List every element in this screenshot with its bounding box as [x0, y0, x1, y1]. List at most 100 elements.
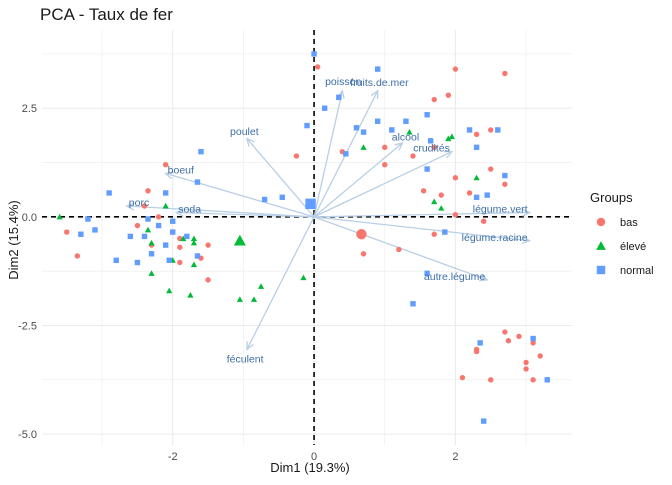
bas-point	[452, 211, 459, 218]
x-tick-label: -2	[168, 451, 178, 463]
élevé-point	[190, 239, 198, 246]
variable-arrowhead	[174, 208, 184, 217]
bas-point	[530, 377, 536, 383]
normal-point	[166, 257, 172, 264]
bas-point	[293, 153, 300, 159]
legend-title: Groups	[590, 190, 633, 205]
élevé-point	[300, 274, 307, 281]
bas-point	[420, 188, 427, 194]
variable-arrowhead	[164, 171, 174, 180]
bas-point	[438, 192, 444, 198]
normal-point	[279, 194, 285, 201]
normal-point	[424, 112, 430, 118]
y-axis-title: Dim2 (15.4%)	[6, 200, 21, 279]
variable-arrowhead	[394, 142, 404, 151]
normal-point	[321, 105, 328, 111]
bas-point	[523, 359, 529, 366]
variable-arrows	[125, 89, 532, 351]
normal-point	[113, 257, 119, 264]
variable-arrowhead	[125, 202, 135, 211]
legend-key-élevé	[596, 241, 606, 250]
normal-point	[410, 301, 416, 307]
x-tick-label: 0	[311, 451, 317, 463]
y-tick-label: -2.5	[18, 320, 37, 332]
variable-label: légume.vert	[473, 204, 528, 216]
élevé-point	[190, 261, 198, 268]
variable-arrow	[313, 216, 530, 242]
normal-point	[311, 51, 317, 57]
élevé-point	[257, 283, 265, 289]
variable-arrow	[176, 211, 315, 218]
bas-point	[452, 175, 459, 181]
élevé-point	[144, 226, 152, 233]
bas-point	[177, 259, 183, 266]
bas-point	[473, 346, 480, 353]
variable-arrowhead	[245, 137, 255, 147]
élevé-point	[360, 144, 367, 150]
élevé-point	[250, 296, 258, 302]
normal-point	[427, 138, 434, 144]
élevé-point	[148, 270, 155, 276]
bas-point	[360, 251, 367, 257]
variable-arrowhead	[479, 273, 489, 282]
bas-point	[523, 366, 529, 372]
bas-point	[452, 66, 459, 72]
normal-point	[403, 118, 409, 124]
variable-arrow	[314, 211, 530, 218]
élevé-point	[448, 133, 455, 139]
variable-label: alcool	[392, 132, 419, 144]
normal-point	[85, 216, 91, 222]
normal-point	[477, 340, 483, 346]
normal-point	[389, 127, 395, 133]
élevé-centroid	[233, 234, 246, 246]
normal-point	[184, 233, 190, 240]
normal-point	[194, 179, 201, 185]
normal-point	[162, 242, 169, 248]
bas-point	[177, 244, 183, 250]
bas-point	[516, 333, 522, 340]
élevé-point	[236, 296, 243, 302]
y-tick-label: 2.5	[22, 103, 37, 115]
variable-label: féculent	[227, 353, 264, 365]
normal-point	[530, 335, 536, 342]
variable-arrowhead	[370, 89, 379, 99]
bas-point	[480, 218, 487, 224]
élevé-point	[166, 287, 173, 294]
variable-arrow	[246, 216, 315, 350]
normal-point	[141, 233, 148, 240]
bas-point	[155, 214, 162, 220]
normal-point	[466, 127, 473, 133]
variable-label: boeuf	[168, 164, 194, 176]
variable-arrowhead	[246, 341, 254, 351]
bas-point	[410, 153, 416, 159]
variable-arrow	[313, 90, 343, 218]
variable-arrow	[246, 138, 315, 218]
normal-point	[304, 122, 310, 129]
variable-label: autre.légume	[424, 271, 485, 283]
variable-arrowhead	[521, 235, 532, 245]
bas-point	[431, 231, 437, 237]
normal-point	[198, 148, 204, 155]
normal-point	[170, 218, 176, 224]
normal-point	[473, 144, 480, 151]
bas-point	[530, 340, 536, 346]
x-tick-label: 2	[452, 451, 458, 463]
variable-arrowhead	[443, 150, 454, 159]
variable-arrow	[126, 205, 315, 218]
normal-point	[148, 251, 155, 257]
normal-point	[194, 253, 201, 259]
bas-point	[473, 131, 480, 137]
variable-label: fruits.de.mer	[350, 77, 409, 89]
bas-point	[488, 377, 494, 383]
bas-point	[431, 144, 437, 151]
normal-point	[424, 270, 430, 277]
normal-centroid	[305, 198, 316, 210]
y-tick-labels: -5.0 -2.5 0.0 2.5	[18, 103, 37, 441]
élevé-point	[56, 213, 63, 220]
élevé-point	[438, 205, 445, 211]
legend-label-bas: bas	[620, 217, 638, 229]
bas-point	[502, 181, 508, 187]
normal-point	[353, 125, 360, 131]
